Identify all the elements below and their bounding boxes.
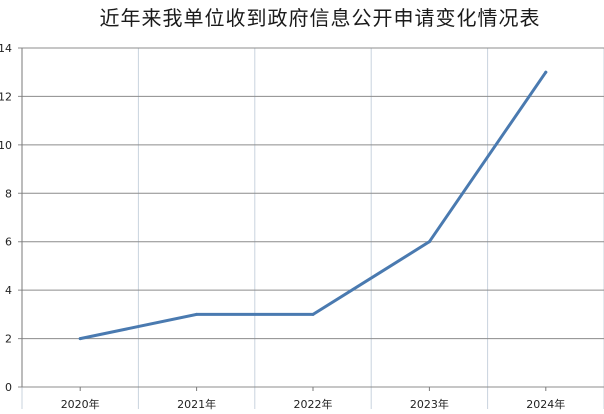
series-layer — [78, 70, 548, 341]
y-tick-label: 4 — [5, 284, 12, 297]
y-tick-labels: 0 2 4 6 8 10 12 14 — [0, 42, 12, 394]
y-tick-label: 6 — [5, 236, 12, 249]
data-point — [427, 240, 431, 244]
data-point — [195, 312, 199, 316]
data-point — [78, 337, 82, 341]
gridlines — [18, 47, 604, 409]
y-tick-label: 10 — [0, 139, 12, 152]
y-tick-label: 14 — [0, 42, 12, 55]
chart-title: 近年来我单位收到政府信息公开申请变化情况表 — [99, 6, 541, 30]
series-line — [78, 70, 548, 341]
y-tick-label: 2 — [5, 333, 12, 346]
y-tick-label: 12 — [0, 90, 12, 103]
data-point — [311, 312, 315, 316]
x-tick-label: 2023年 — [410, 397, 449, 411]
x-tick-label: 2020年 — [61, 397, 100, 411]
x-tick-label: 2021年 — [177, 397, 216, 411]
x-tick-label: 2022年 — [294, 397, 333, 411]
data-point — [544, 70, 548, 74]
x-tick-label: 2024年 — [526, 397, 565, 411]
x-tick-labels: 2020年 2021年 2022年 2023年 2024年 — [61, 397, 566, 411]
y-tick-label: 8 — [5, 187, 12, 200]
y-tick-label: 0 — [5, 381, 12, 394]
axes — [21, 48, 547, 391]
